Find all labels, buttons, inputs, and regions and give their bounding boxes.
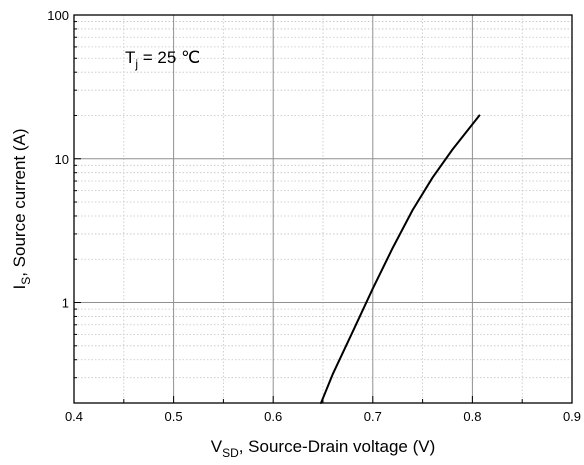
x-axis-label: VSD, Source-Drain voltage (V) [211,437,436,460]
x-axis-label-main: V [211,437,223,456]
x-axis-label-sub: SD [222,446,239,460]
y-tick-label: 100 [47,8,69,23]
temperature-annotation: Tj = 25 ℃ [125,48,200,71]
axis-ticks [73,14,573,404]
y-tick-label: 1 [62,296,69,311]
x-tick-label: 0.5 [165,409,183,424]
x-tick-label: 0.6 [264,409,282,424]
annotation-rest: = 25 ℃ [138,48,200,67]
y-tick-label: 10 [55,152,69,167]
source-current-curve [320,114,481,404]
x-axis-label-rest: , Source-Drain voltage (V) [239,437,436,456]
x-tick-label: 0.4 [65,409,83,424]
x-tick-label: 0.7 [364,409,382,424]
y-axis-label-main: I [10,285,29,290]
x-tick-label: 0.9 [563,409,581,424]
y-axis-label: IS, Source current (A) [10,128,33,289]
y-axis-label-sub: S [19,277,33,285]
tick-labels: 0.4 0.5 0.6 0.7 0.8 0.9 1 10 100 [47,8,581,424]
x-tick-label: 0.8 [463,409,481,424]
annotation-sub: j [134,57,138,71]
minor-grid [74,15,572,404]
annotation-main: T [125,48,135,67]
y-axis-label-rest: , Source current (A) [10,128,29,276]
major-grid [74,15,572,403]
series-layer [320,114,481,404]
